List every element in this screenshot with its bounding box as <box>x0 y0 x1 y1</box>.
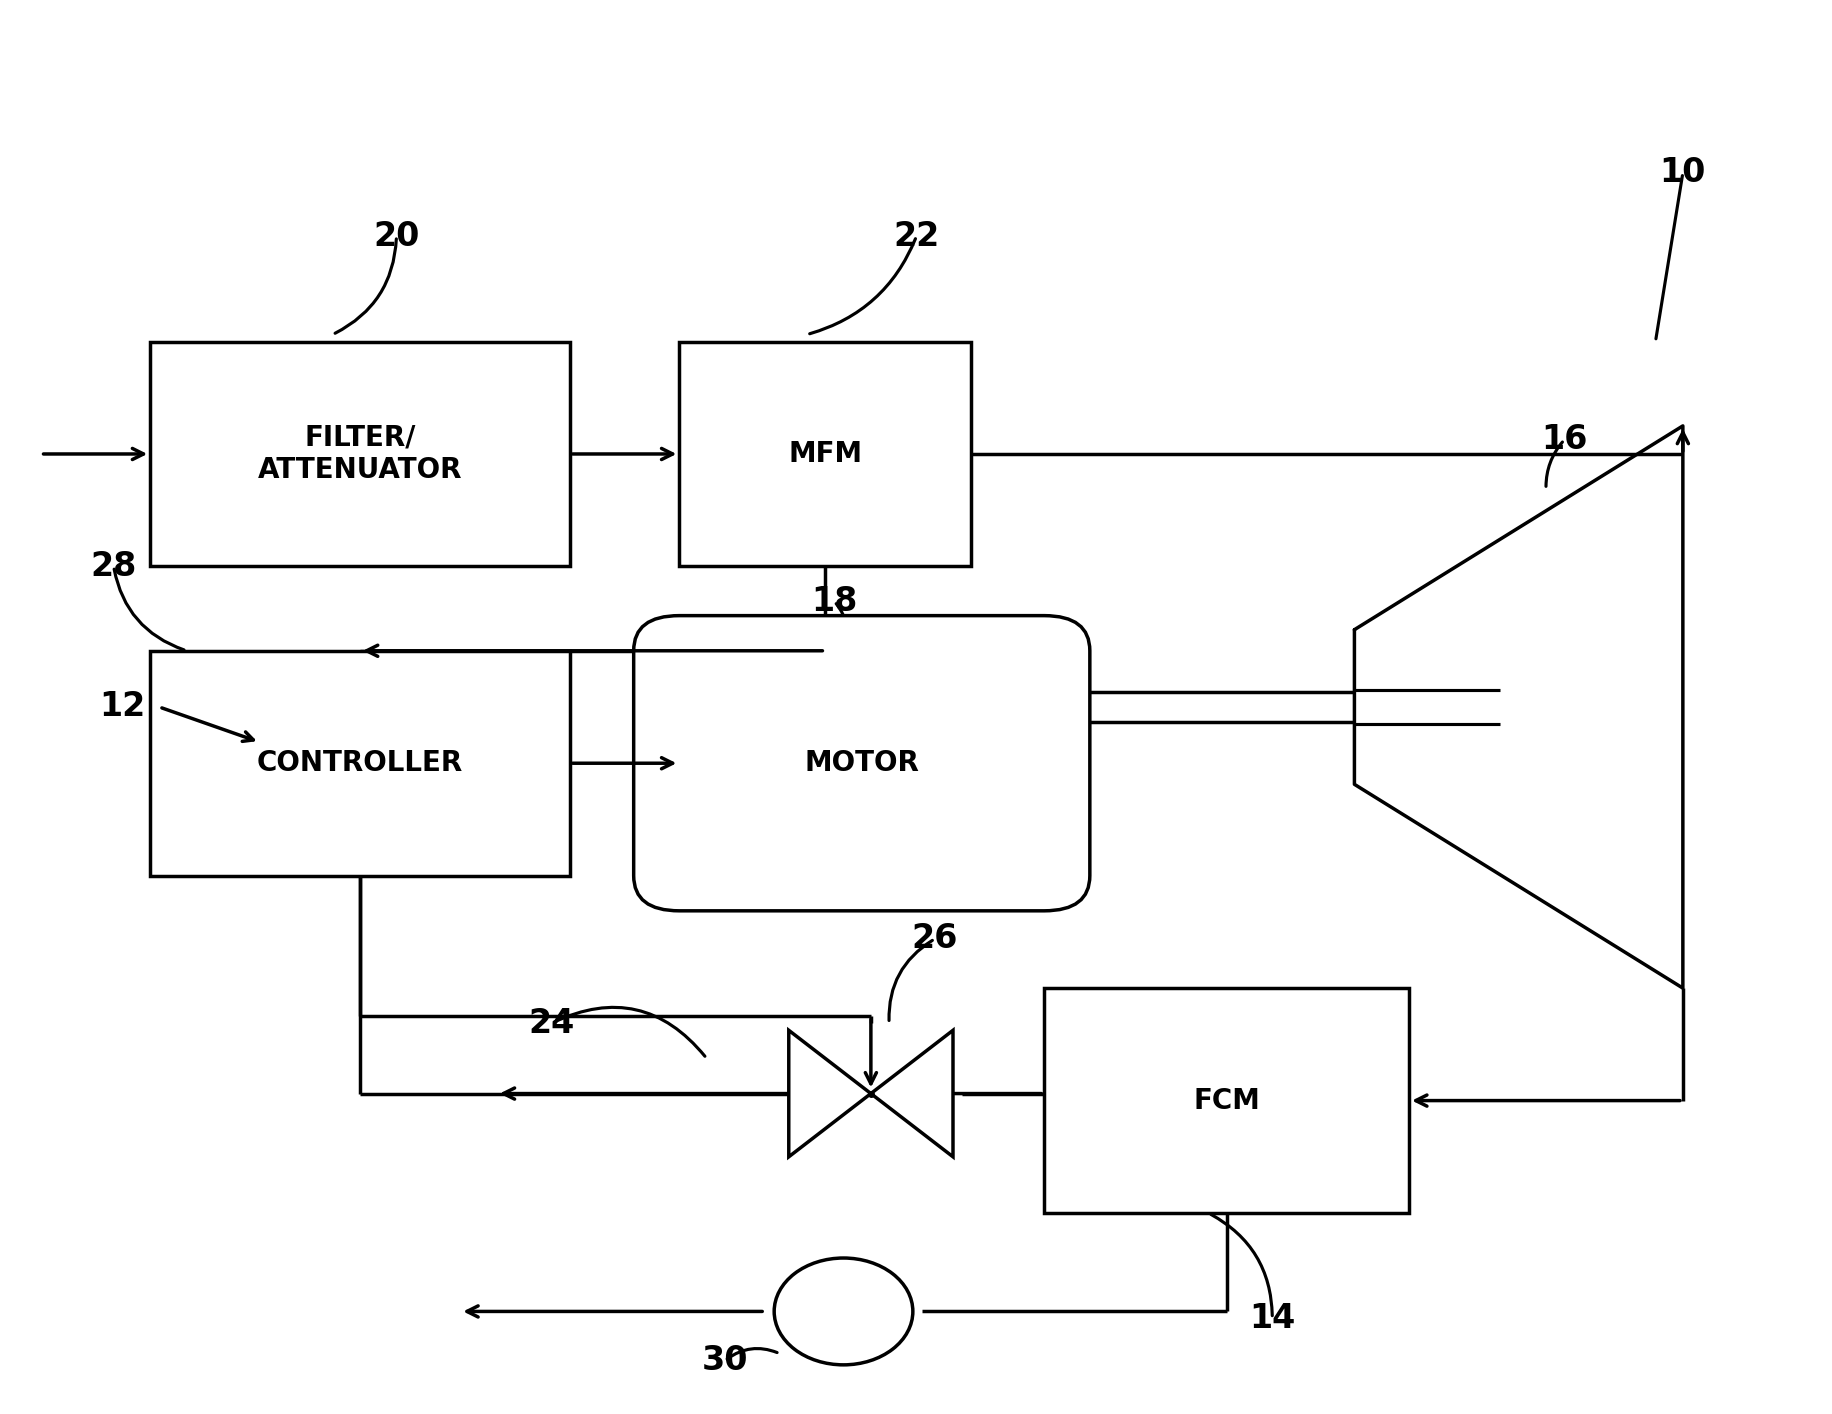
Text: 12: 12 <box>99 690 147 724</box>
Text: MFM: MFM <box>788 440 861 468</box>
Text: 10: 10 <box>1658 157 1706 189</box>
Text: 22: 22 <box>892 219 940 253</box>
Polygon shape <box>788 1031 870 1157</box>
Text: 24: 24 <box>528 1007 575 1039</box>
Bar <box>680 342 971 567</box>
Text: FILTER/
ATTENUATOR: FILTER/ ATTENUATOR <box>258 424 462 484</box>
Text: 28: 28 <box>90 550 137 583</box>
Text: 18: 18 <box>812 585 857 618</box>
Text: 16: 16 <box>1541 423 1587 457</box>
Text: CONTROLLER: CONTROLLER <box>256 749 463 778</box>
Bar <box>1044 988 1409 1213</box>
FancyBboxPatch shape <box>634 615 1090 911</box>
Circle shape <box>773 1258 912 1365</box>
Polygon shape <box>870 1031 953 1157</box>
Text: 14: 14 <box>1248 1302 1295 1335</box>
Bar <box>150 650 570 875</box>
Text: MOTOR: MOTOR <box>804 749 918 778</box>
Bar <box>150 342 570 567</box>
Text: 30: 30 <box>702 1345 747 1377</box>
Text: 20: 20 <box>374 219 420 253</box>
Text: FCM: FCM <box>1193 1086 1259 1114</box>
Text: 26: 26 <box>911 922 958 956</box>
